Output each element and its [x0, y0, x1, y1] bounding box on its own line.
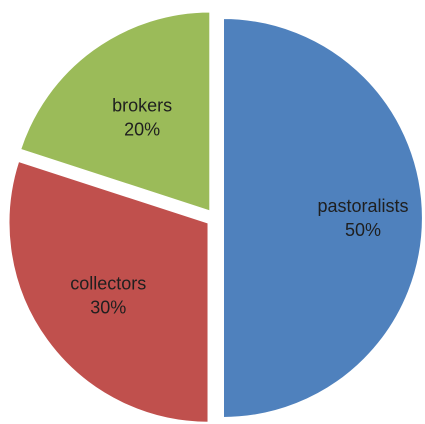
slice-label-brokers: brokers: [112, 96, 172, 116]
slice-value-brokers: 20%: [124, 120, 160, 140]
pie-slice-collectors: [7, 159, 210, 424]
slice-value-pastoralists: 50%: [345, 220, 381, 240]
slice-label-collectors: collectors: [70, 274, 146, 294]
pie-slice-pastoralists: [222, 16, 424, 420]
slice-label-pastoralists: pastoralists: [317, 196, 408, 216]
slice-value-collectors: 30%: [90, 298, 126, 318]
pie-slice-brokers: [18, 10, 212, 213]
